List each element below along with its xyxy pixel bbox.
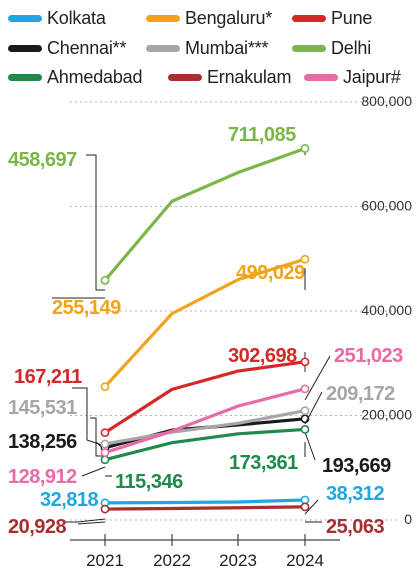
leader-line xyxy=(304,431,316,461)
legend-item-mumbai: Mumbai*** xyxy=(146,38,268,59)
data-label-ahmedabad-2021: 115,346 xyxy=(115,471,183,493)
data-label-jaipur-2021: 128,912 xyxy=(8,466,77,488)
data-point-delhi xyxy=(100,275,110,285)
legend-label: Jaipur# xyxy=(343,67,401,87)
series-line-pune xyxy=(103,360,307,435)
data-label-mumbai-2021: 145,531 xyxy=(8,397,77,419)
data-point-bengaluru xyxy=(100,382,110,392)
y-tick-label: 400,000 xyxy=(361,302,412,318)
y-tick-label: 800,000 xyxy=(361,93,412,109)
series-line-kolkata xyxy=(103,498,307,505)
legend-item-pune: Pune xyxy=(292,8,372,29)
data-label-ernakulam-2024: 25,063 xyxy=(326,516,385,538)
legend-item-kolkata: Kolkata xyxy=(8,8,106,29)
legend-label: Kolkata xyxy=(47,8,106,28)
legend-item-delhi: Delhi xyxy=(292,38,371,59)
legend-swatch xyxy=(292,45,326,52)
data-point-kolkata xyxy=(300,495,310,505)
series-line-ernakulam xyxy=(103,505,307,511)
legend-swatch xyxy=(8,45,42,52)
data-label-delhi-2021: 458,697 xyxy=(8,149,77,171)
x-tick-label: 2024 xyxy=(286,551,324,570)
data-label-delhi-2024: 711,085 xyxy=(228,124,296,146)
legend-label: Mumbai*** xyxy=(185,38,269,58)
legend-item-bengaluru: Bengaluru* xyxy=(146,8,272,29)
legend-label: Bengaluru* xyxy=(185,8,273,28)
data-point-delhi xyxy=(300,144,310,153)
legend-swatch xyxy=(8,74,42,81)
leader-line xyxy=(90,417,105,457)
legend-label: Ernakulam xyxy=(207,67,292,87)
data-label-mumbai-2024: 209,172 xyxy=(326,383,395,405)
series-line-jaipur xyxy=(103,387,307,455)
data-point-mumbai xyxy=(300,406,310,416)
series-line-ahmedabad xyxy=(103,427,307,462)
legend-swatch xyxy=(304,74,338,81)
leader-line xyxy=(86,154,105,291)
data-point-pune xyxy=(100,428,110,438)
y-tick-label: 600,000 xyxy=(361,198,412,214)
leader-line xyxy=(77,521,106,525)
data-point-pune xyxy=(300,357,310,367)
data-label-bengaluru-2021: 255,149 xyxy=(52,297,121,319)
data-label-kolkata-2024: 38,312 xyxy=(326,483,385,505)
data-point-ahmedabad xyxy=(300,425,310,434)
data-point-jaipur xyxy=(300,384,310,394)
legend-swatch xyxy=(146,15,180,22)
legend-label: Pune xyxy=(331,8,373,28)
data-point-ahmedabad xyxy=(100,455,110,465)
data-point-ernakulam xyxy=(300,502,310,512)
series-line-mumbai xyxy=(103,409,307,446)
leader-line xyxy=(304,499,319,515)
data-label-ahmedabad-2024: 173,361 xyxy=(229,452,298,474)
data-label-ernakulam-2021: 20,928 xyxy=(8,516,67,538)
legend-item-chennai: Chennai** xyxy=(8,38,126,59)
leader-line xyxy=(72,387,106,447)
y-tick-label: 0 xyxy=(404,511,412,527)
legend-swatch xyxy=(168,74,202,81)
legend-item-ernakulam: Ernakulam xyxy=(168,67,291,88)
legend-swatch xyxy=(146,45,180,52)
data-label-jaipur-2024: 251,023 xyxy=(334,345,403,367)
data-point-mumbai xyxy=(100,439,110,449)
leader-line xyxy=(304,355,331,401)
leader-line xyxy=(304,391,323,425)
leader-line xyxy=(81,466,106,477)
data-label-kolkata-2021: 32,818 xyxy=(40,489,99,511)
legend-label: Chennai** xyxy=(47,38,127,58)
data-label-chennai-2021: 138,256 xyxy=(8,431,77,453)
legend-label: Ahmedabad xyxy=(47,67,143,87)
x-tick-label: 2022 xyxy=(153,551,191,570)
x-tick-label: 2021 xyxy=(86,551,124,570)
series-line-bengaluru xyxy=(103,257,307,389)
data-label-pune-2021: 167,211 xyxy=(14,366,82,388)
legend-item-ahmedabad: Ahmedabad xyxy=(8,67,142,88)
legend-item-jaipur: Jaipur# xyxy=(304,67,401,88)
x-tick-label: 2023 xyxy=(219,551,257,570)
y-tick-label: 200,000 xyxy=(361,407,412,423)
data-point-bengaluru xyxy=(300,254,310,264)
data-label-pune-2024: 302,698 xyxy=(228,345,297,367)
leader-line xyxy=(65,518,106,523)
data-point-jaipur xyxy=(100,448,110,458)
legend-label: Delhi xyxy=(331,38,372,58)
series-line-delhi xyxy=(103,146,307,282)
legend: Kolkata Bengaluru* Pune Chennai** Mumbai*** D… xyxy=(0,0,420,100)
legend-swatch xyxy=(292,15,326,22)
legend-swatch xyxy=(8,15,42,22)
data-point-ernakulam xyxy=(100,504,110,514)
data-label-chennai-2024: 193,669 xyxy=(322,455,391,477)
data-label-bengaluru-2024: 499,029 xyxy=(236,262,305,284)
